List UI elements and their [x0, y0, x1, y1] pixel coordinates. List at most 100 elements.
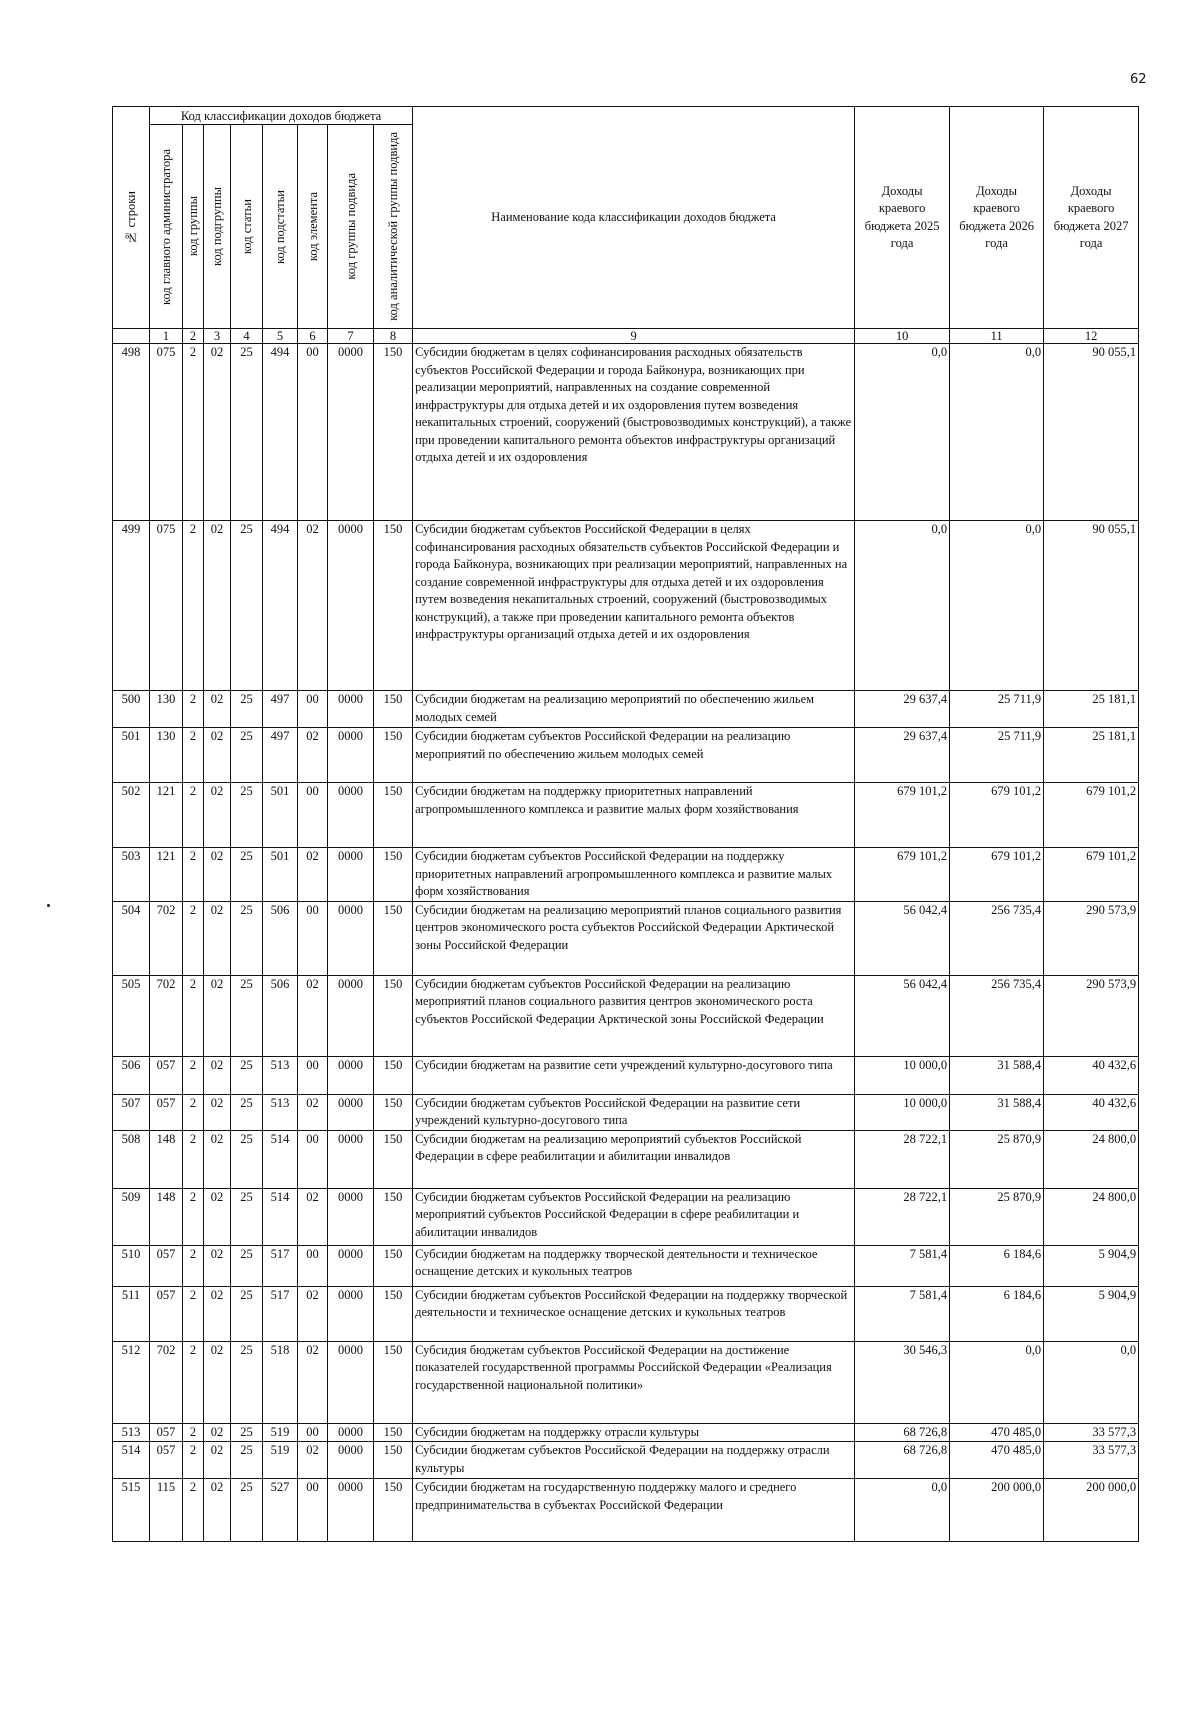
code-cell: 702	[149, 974, 183, 1057]
code-cell: 02	[203, 1187, 231, 1246]
code-cell: 25	[230, 782, 263, 848]
code-cell: 0000	[327, 1093, 374, 1131]
row-number: 504	[112, 900, 150, 976]
code-cell: 497	[262, 727, 298, 783]
row-number: 514	[112, 1441, 150, 1479]
column-number: 6	[297, 328, 328, 344]
code-cell: 02	[203, 1285, 231, 1342]
code-cell: 501	[262, 782, 298, 848]
code-cell: 02	[203, 1129, 231, 1189]
row-number: 512	[112, 1340, 150, 1424]
code-cell: 00	[297, 900, 328, 976]
revenue-name: Субсидии бюджетам субъектов Российской Ф…	[412, 1187, 856, 1246]
amount-2027: 0,0	[1043, 1340, 1140, 1424]
amount-2025: 29 637,4	[854, 727, 951, 783]
amount-2027: 200 000,0	[1043, 1478, 1140, 1542]
code-cell: 00	[297, 1478, 328, 1542]
revenue-name: Субсидии бюджетам субъектов Российской Ф…	[412, 1441, 856, 1479]
code-cell: 0000	[327, 1244, 374, 1287]
header-2027: Доходы краевого бюджета 2027 года	[1043, 106, 1140, 329]
code-cell: 150	[372, 900, 414, 976]
amount-2026: 6 184,6	[949, 1244, 1045, 1287]
column-number: 4	[230, 328, 263, 344]
header-row-number: № строки	[112, 106, 150, 329]
code-cell: 2	[182, 900, 204, 976]
amount-2026: 256 735,4	[949, 900, 1045, 976]
column-number: 5	[262, 328, 298, 344]
code-cell: 02	[203, 1422, 231, 1442]
amount-2026: 200 000,0	[949, 1478, 1045, 1542]
code-cell: 150	[372, 1441, 414, 1479]
amount-2025: 10 000,0	[854, 1055, 951, 1095]
amount-2025: 679 101,2	[854, 782, 951, 848]
table-row: 515 115 2 02 25 527 00 0000 150 Субсидии бюджетам…	[112, 1478, 1140, 1542]
amount-2026: 679 101,2	[949, 847, 1045, 902]
row-number: 506	[112, 1055, 150, 1095]
revenue-table: № строки Код классификации доходов бюдже…	[112, 106, 1140, 1542]
code-cell: 150	[372, 847, 414, 902]
code-cell: 00	[297, 1422, 328, 1442]
code-cell: 25	[230, 1244, 263, 1287]
column-number: 8	[372, 328, 414, 344]
code-cell: 02	[297, 727, 328, 783]
table-row: 501 130 2 02 25 497 02 0000 150 Субсидии бюджетам…	[112, 727, 1140, 783]
code-cell: 02	[297, 520, 328, 691]
amount-2027: 40 432,6	[1043, 1093, 1140, 1131]
code-cell: 506	[262, 900, 298, 976]
header-code-7: код группы подвида	[327, 124, 374, 329]
code-cell: 057	[149, 1285, 183, 1342]
code-cell: 2	[182, 690, 204, 728]
code-cell: 2	[182, 974, 204, 1057]
amount-2027: 33 577,3	[1043, 1422, 1140, 1442]
code-cell: 00	[297, 1244, 328, 1287]
code-cell: 25	[230, 1285, 263, 1342]
revenue-name: Субсидии бюджетам на реализацию мероприя…	[412, 690, 856, 728]
code-cell: 02	[297, 1285, 328, 1342]
code-cell: 25	[230, 727, 263, 783]
table-row: 512 702 2 02 25 518 02 0000 150 Субсидия бюджетам…	[112, 1340, 1140, 1424]
header-code-8: код аналитической группы подвида	[372, 124, 414, 329]
header-name: Наименование кода классификации доходов …	[412, 106, 856, 329]
row-number: 511	[112, 1285, 150, 1342]
code-cell: 2	[182, 1244, 204, 1287]
row-number: 500	[112, 690, 150, 728]
code-cell: 0000	[327, 1441, 374, 1479]
code-cell: 02	[297, 847, 328, 902]
code-cell: 00	[297, 782, 328, 848]
code-cell: 494	[262, 520, 298, 691]
revenue-name: Субсидии бюджетам субъектов Российской Ф…	[412, 847, 856, 902]
code-cell: 0000	[327, 1478, 374, 1542]
code-cell: 25	[230, 900, 263, 976]
code-cell: 25	[230, 1478, 263, 1542]
amount-2027: 25 181,1	[1043, 690, 1140, 728]
code-cell: 506	[262, 974, 298, 1057]
revenue-name: Субсидии бюджетам на поддержку приоритет…	[412, 782, 856, 848]
code-cell: 02	[297, 1340, 328, 1424]
code-cell: 121	[149, 782, 183, 848]
row-number: 499	[112, 520, 150, 691]
code-cell: 02	[203, 520, 231, 691]
amount-2025: 28 722,1	[854, 1129, 951, 1189]
amount-2026: 31 588,4	[949, 1093, 1045, 1131]
code-cell: 2	[182, 1285, 204, 1342]
code-cell: 057	[149, 1093, 183, 1131]
code-cell: 501	[262, 847, 298, 902]
amount-2026: 25 870,9	[949, 1187, 1045, 1246]
row-number: 498	[112, 343, 150, 521]
revenue-name: Субсидии бюджетам субъектов Российской Ф…	[412, 974, 856, 1057]
code-cell: 02	[203, 343, 231, 521]
code-cell: 518	[262, 1340, 298, 1424]
amount-2027: 679 101,2	[1043, 847, 1140, 902]
code-cell: 02	[203, 1478, 231, 1542]
code-cell: 0000	[327, 1055, 374, 1095]
column-number: 7	[327, 328, 374, 344]
code-cell: 00	[297, 343, 328, 521]
code-cell: 2	[182, 1187, 204, 1246]
code-cell: 130	[149, 690, 183, 728]
code-cell: 25	[230, 343, 263, 521]
row-number: 510	[112, 1244, 150, 1287]
amount-2027: 5 904,9	[1043, 1244, 1140, 1287]
amount-2026: 0,0	[949, 1340, 1045, 1424]
amount-2027: 33 577,3	[1043, 1441, 1140, 1479]
